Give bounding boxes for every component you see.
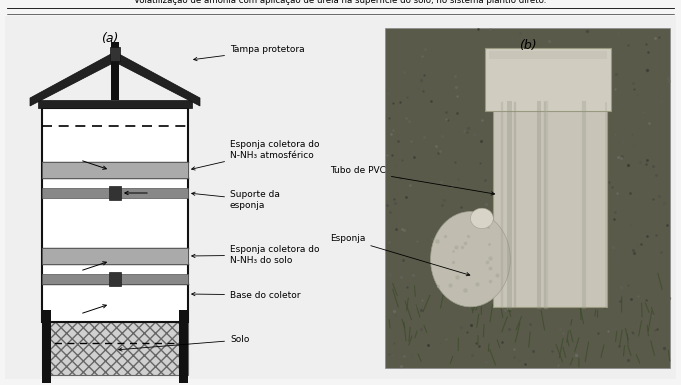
Polygon shape <box>115 54 200 106</box>
Bar <box>179 310 188 383</box>
Text: Suporte da
esponja: Suporte da esponja <box>191 190 280 210</box>
Bar <box>109 272 121 286</box>
Bar <box>385 28 670 368</box>
Bar <box>493 103 607 307</box>
Bar <box>42 162 188 178</box>
Bar <box>38 100 192 108</box>
Ellipse shape <box>430 212 510 307</box>
Bar <box>42 310 51 383</box>
Text: (b): (b) <box>519 40 537 52</box>
Text: Esponja coletora do
N-NH₃ do solo: Esponja coletora do N-NH₃ do solo <box>192 245 319 265</box>
Polygon shape <box>30 54 115 106</box>
Bar <box>42 248 188 264</box>
Bar <box>42 322 188 375</box>
Bar <box>42 188 188 198</box>
Text: Volatilização de amônia com aplicação de ureia na superfície do solo, no sistema: Volatilização de amônia com aplicação de… <box>134 0 547 5</box>
Text: Solo: Solo <box>118 335 249 351</box>
Bar <box>490 52 607 59</box>
Bar <box>42 274 188 284</box>
Text: Tubo de PVC: Tubo de PVC <box>330 166 494 195</box>
Text: Base do coletor: Base do coletor <box>192 291 300 300</box>
Text: Tampa protetora: Tampa protetora <box>193 45 304 61</box>
Bar <box>109 186 121 200</box>
Text: Esponja: Esponja <box>330 234 470 276</box>
Ellipse shape <box>471 208 493 229</box>
Bar <box>110 47 120 61</box>
Bar <box>42 108 188 322</box>
Bar <box>486 49 612 111</box>
Text: Esponja coletora do
N-NH₃ atmosférico: Esponja coletora do N-NH₃ atmosférico <box>191 140 319 170</box>
Bar <box>111 42 119 100</box>
Text: (a): (a) <box>101 32 118 45</box>
